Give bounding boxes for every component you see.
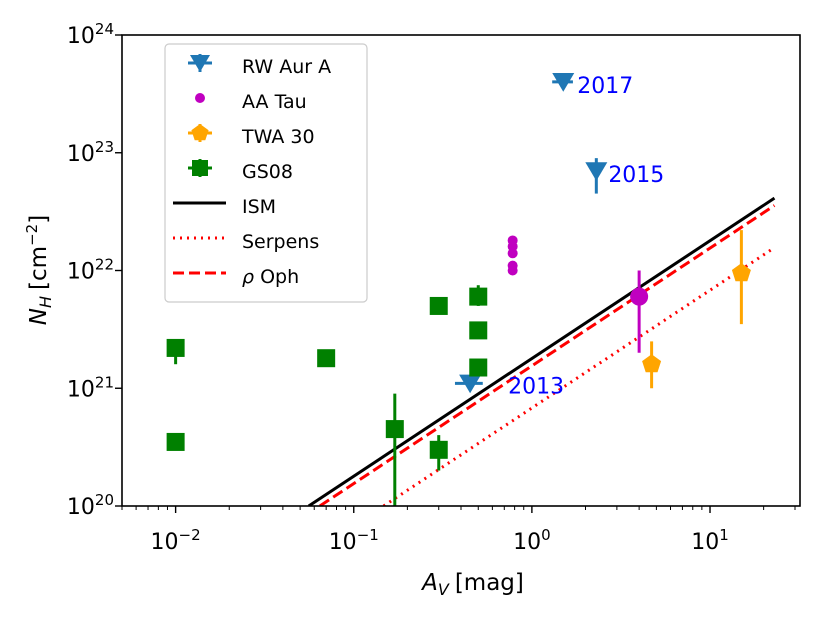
line-ism <box>307 196 776 506</box>
y-tick-labels: 1020 1021 1022 1023 1024 <box>67 20 114 520</box>
square-marker <box>429 296 448 315</box>
line-serpens <box>382 246 776 506</box>
legend-label-rho-oph: ρ Oph <box>242 266 299 288</box>
legend-label-ism: ISM <box>242 196 276 218</box>
square-marker <box>166 338 185 357</box>
point-label-2013: 2013 <box>508 374 564 399</box>
pentagon-marker <box>191 124 209 141</box>
axis-ticks <box>115 34 796 513</box>
square-marker <box>166 432 185 451</box>
legend: RW Aur A AA Tau TWA 30 GS08 ISM Serpens … <box>164 43 368 303</box>
series-aa-tau <box>507 235 649 353</box>
legend-label-rw-aur-a: RW Aur A <box>242 56 331 78</box>
square-marker <box>469 321 488 340</box>
triangle-marker <box>552 73 575 92</box>
pentagon-marker <box>642 354 662 373</box>
legend-label-aa-tau: AA Tau <box>242 91 307 113</box>
x-tick-label: 100 <box>513 526 551 555</box>
x-tick-label: 10−2 <box>151 526 201 555</box>
y-axis-label: NH[cm−2] <box>23 215 55 325</box>
series-gs08 <box>166 285 488 506</box>
x-tick-label: 10−1 <box>329 526 379 555</box>
legend-label-serpens: Serpens <box>242 231 319 253</box>
reference-lines <box>307 196 776 506</box>
line--oph <box>319 204 776 506</box>
circle-marker <box>630 287 649 306</box>
x-tick-label: 101 <box>691 526 729 555</box>
triangle-marker <box>459 374 482 394</box>
x-tick-labels: 10−2 10−1 100 101 <box>151 526 729 555</box>
circle-marker <box>507 265 518 276</box>
data-points <box>166 73 751 506</box>
y-tick-label: 1023 <box>67 138 114 167</box>
y-tick-label: 1021 <box>67 373 114 402</box>
square-marker <box>385 420 404 439</box>
legend-label-twa-30: TWA 30 <box>241 126 315 148</box>
point-labels: 2013 2015 2017 <box>508 74 664 400</box>
pentagon-marker <box>731 263 751 282</box>
y-tick-label: 1020 <box>67 491 114 520</box>
triangle-marker <box>585 162 608 181</box>
x-axis-label: AV [mag] <box>420 570 524 599</box>
point-label-2015: 2015 <box>608 163 664 188</box>
y-tick-label: 1022 <box>67 256 114 285</box>
square-marker <box>192 160 208 176</box>
circle-marker <box>507 248 518 259</box>
point-label-2017: 2017 <box>577 74 633 99</box>
series-twa-30 <box>642 230 751 389</box>
square-marker <box>469 287 488 306</box>
y-tick-label: 1024 <box>67 20 114 49</box>
square-marker <box>429 440 448 459</box>
legend-label-gs08: GS08 <box>242 161 293 183</box>
square-marker <box>469 358 488 377</box>
series-rw-aur-a <box>454 73 608 394</box>
triangle-marker <box>190 55 210 72</box>
circle-marker <box>195 93 205 103</box>
legend-handles <box>173 54 226 275</box>
square-marker <box>317 349 336 368</box>
